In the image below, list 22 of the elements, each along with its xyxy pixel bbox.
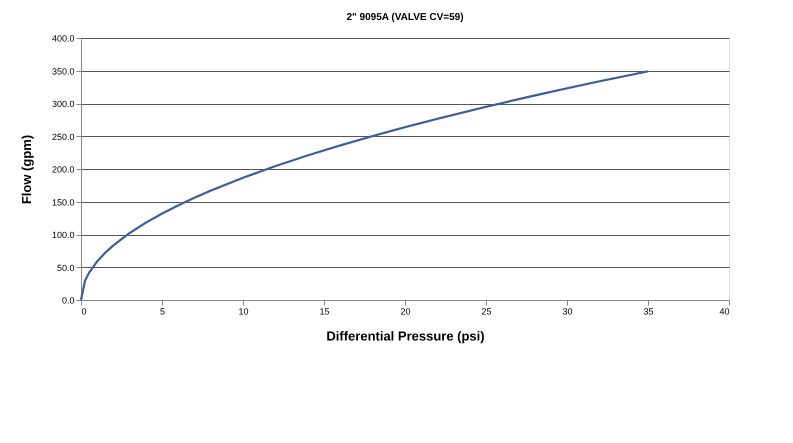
x-tick-label: 0: [82, 306, 87, 316]
x-axis-title: Differential Pressure (psi): [326, 328, 485, 344]
chart-title: 2" 9095A (VALVE CV=59): [346, 12, 464, 23]
y-tick-label: 300.0: [52, 99, 74, 109]
x-tick-label: 25: [481, 306, 492, 316]
x-tick-label: 40: [719, 306, 730, 316]
x-tick-label: 30: [562, 306, 573, 316]
x-tick-label: 20: [400, 306, 411, 316]
x-tick-label: 35: [643, 306, 654, 316]
y-tick-label: 0.0: [62, 296, 74, 306]
y-tick-label: 350.0: [52, 66, 74, 76]
x-tick-label: 5: [160, 306, 166, 316]
y-tick-label: 100.0: [52, 230, 74, 240]
y-axis-title: Flow (gpm): [18, 134, 34, 204]
y-tick-label: 150.0: [52, 197, 74, 208]
y-tick-label: 400.0: [52, 34, 74, 44]
y-tick-label: 50.0: [56, 262, 74, 273]
x-tick-label: 15: [319, 306, 330, 316]
y-tick-label: 200.0: [52, 164, 74, 174]
line-series: [80, 70, 650, 302]
x-tick-label: 10: [238, 306, 249, 316]
y-tick-label: 250.0: [52, 132, 74, 142]
